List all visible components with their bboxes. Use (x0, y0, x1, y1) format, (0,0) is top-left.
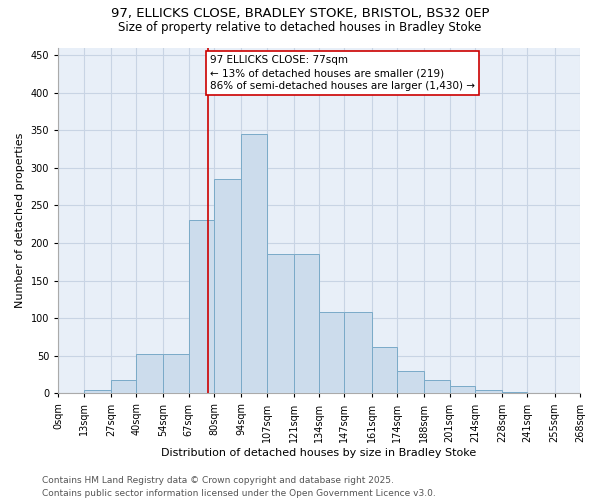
Bar (502, 392, 527, 394)
Bar (188, 220, 214, 394)
Bar (371, 347, 397, 394)
Text: Contains HM Land Registry data © Crown copyright and database right 2025.
Contai: Contains HM Land Registry data © Crown c… (42, 476, 436, 498)
Text: 97 ELLICKS CLOSE: 77sqm
← 13% of detached houses are smaller (219)
86% of semi-d: 97 ELLICKS CLOSE: 77sqm ← 13% of detache… (210, 55, 475, 92)
Bar (136, 354, 163, 394)
Bar (344, 312, 371, 394)
Bar (83, 390, 111, 394)
Text: Size of property relative to detached houses in Bradley Stoke: Size of property relative to detached ho… (118, 21, 482, 34)
Bar (163, 354, 188, 394)
Bar (449, 386, 475, 394)
Bar (294, 254, 319, 394)
X-axis label: Distribution of detached houses by size in Bradley Stoke: Distribution of detached houses by size … (161, 448, 477, 458)
Text: 97, ELLICKS CLOSE, BRADLEY STOKE, BRISTOL, BS32 0EP: 97, ELLICKS CLOSE, BRADLEY STOKE, BRISTO… (111, 8, 489, 20)
Bar (397, 371, 424, 394)
Bar (214, 179, 241, 394)
Bar (58, 392, 83, 394)
Bar (319, 312, 344, 394)
Bar (527, 392, 554, 394)
Bar (475, 390, 502, 394)
Bar (241, 134, 266, 394)
Bar (266, 254, 294, 394)
Bar (111, 380, 136, 394)
Y-axis label: Number of detached properties: Number of detached properties (15, 133, 25, 308)
Bar (424, 380, 449, 394)
